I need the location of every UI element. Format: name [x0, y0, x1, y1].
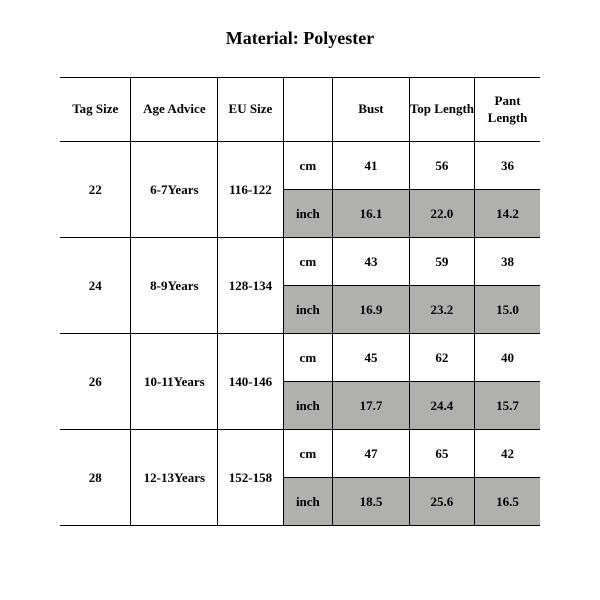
cell-eu-size: 140-146: [218, 334, 283, 430]
cell-top-inch: 23.2: [409, 286, 474, 334]
table-row: 28 12-13Years 152-158 cm 47 65 42: [60, 430, 540, 478]
col-top-length: Top Length: [409, 78, 474, 142]
cell-age-advice: 12-13Years: [131, 430, 218, 526]
cell-top-inch: 22.0: [409, 190, 474, 238]
cell-pant-inch: 14.2: [475, 190, 540, 238]
cell-pant-cm: 40: [475, 334, 540, 382]
table-header-row: Tag Size Age Advice EU Size Bust Top Len…: [60, 78, 540, 142]
cell-tag-size: 28: [60, 430, 131, 526]
col-unit: [283, 78, 333, 142]
cell-top-cm: 65: [409, 430, 474, 478]
cell-pant-inch: 15.0: [475, 286, 540, 334]
cell-tag-size: 24: [60, 238, 131, 334]
col-age-advice: Age Advice: [131, 78, 218, 142]
cell-unit-inch: inch: [283, 190, 333, 238]
cell-age-advice: 10-11Years: [131, 334, 218, 430]
cell-pant-inch: 15.7: [475, 382, 540, 430]
table-row: 26 10-11Years 140-146 cm 45 62 40: [60, 334, 540, 382]
cell-age-advice: 8-9Years: [131, 238, 218, 334]
cell-pant-cm: 38: [475, 238, 540, 286]
cell-eu-size: 152-158: [218, 430, 283, 526]
cell-tag-size: 22: [60, 142, 131, 238]
cell-bust-inch: 16.9: [333, 286, 410, 334]
cell-top-cm: 56: [409, 142, 474, 190]
cell-unit-inch: inch: [283, 286, 333, 334]
cell-top-inch: 25.6: [409, 478, 474, 526]
cell-eu-size: 128-134: [218, 238, 283, 334]
cell-eu-size: 116-122: [218, 142, 283, 238]
cell-unit-cm: cm: [283, 238, 333, 286]
cell-tag-size: 26: [60, 334, 131, 430]
cell-unit-cm: cm: [283, 142, 333, 190]
cell-bust-cm: 43: [333, 238, 410, 286]
page: { "title": "Material: Polyester", "colum…: [0, 0, 600, 600]
cell-bust-inch: 17.7: [333, 382, 410, 430]
cell-top-inch: 24.4: [409, 382, 474, 430]
cell-unit-inch: inch: [283, 478, 333, 526]
cell-bust-cm: 47: [333, 430, 410, 478]
cell-pant-cm: 36: [475, 142, 540, 190]
table-row: 24 8-9Years 128-134 cm 43 59 38: [60, 238, 540, 286]
cell-bust-cm: 41: [333, 142, 410, 190]
cell-age-advice: 6-7Years: [131, 142, 218, 238]
cell-top-cm: 59: [409, 238, 474, 286]
cell-bust-inch: 18.5: [333, 478, 410, 526]
cell-pant-cm: 42: [475, 430, 540, 478]
cell-unit-cm: cm: [283, 334, 333, 382]
cell-bust-cm: 45: [333, 334, 410, 382]
cell-pant-inch: 16.5: [475, 478, 540, 526]
col-eu-size: EU Size: [218, 78, 283, 142]
col-bust: Bust: [333, 78, 410, 142]
cell-top-cm: 62: [409, 334, 474, 382]
col-tag-size: Tag Size: [60, 78, 131, 142]
cell-unit-cm: cm: [283, 430, 333, 478]
cell-unit-inch: inch: [283, 382, 333, 430]
page-title: Material: Polyester: [60, 28, 540, 49]
col-pant-length: Pant Length: [475, 78, 540, 142]
size-table: Tag Size Age Advice EU Size Bust Top Len…: [60, 77, 540, 526]
table-row: 22 6-7Years 116-122 cm 41 56 36: [60, 142, 540, 190]
cell-bust-inch: 16.1: [333, 190, 410, 238]
